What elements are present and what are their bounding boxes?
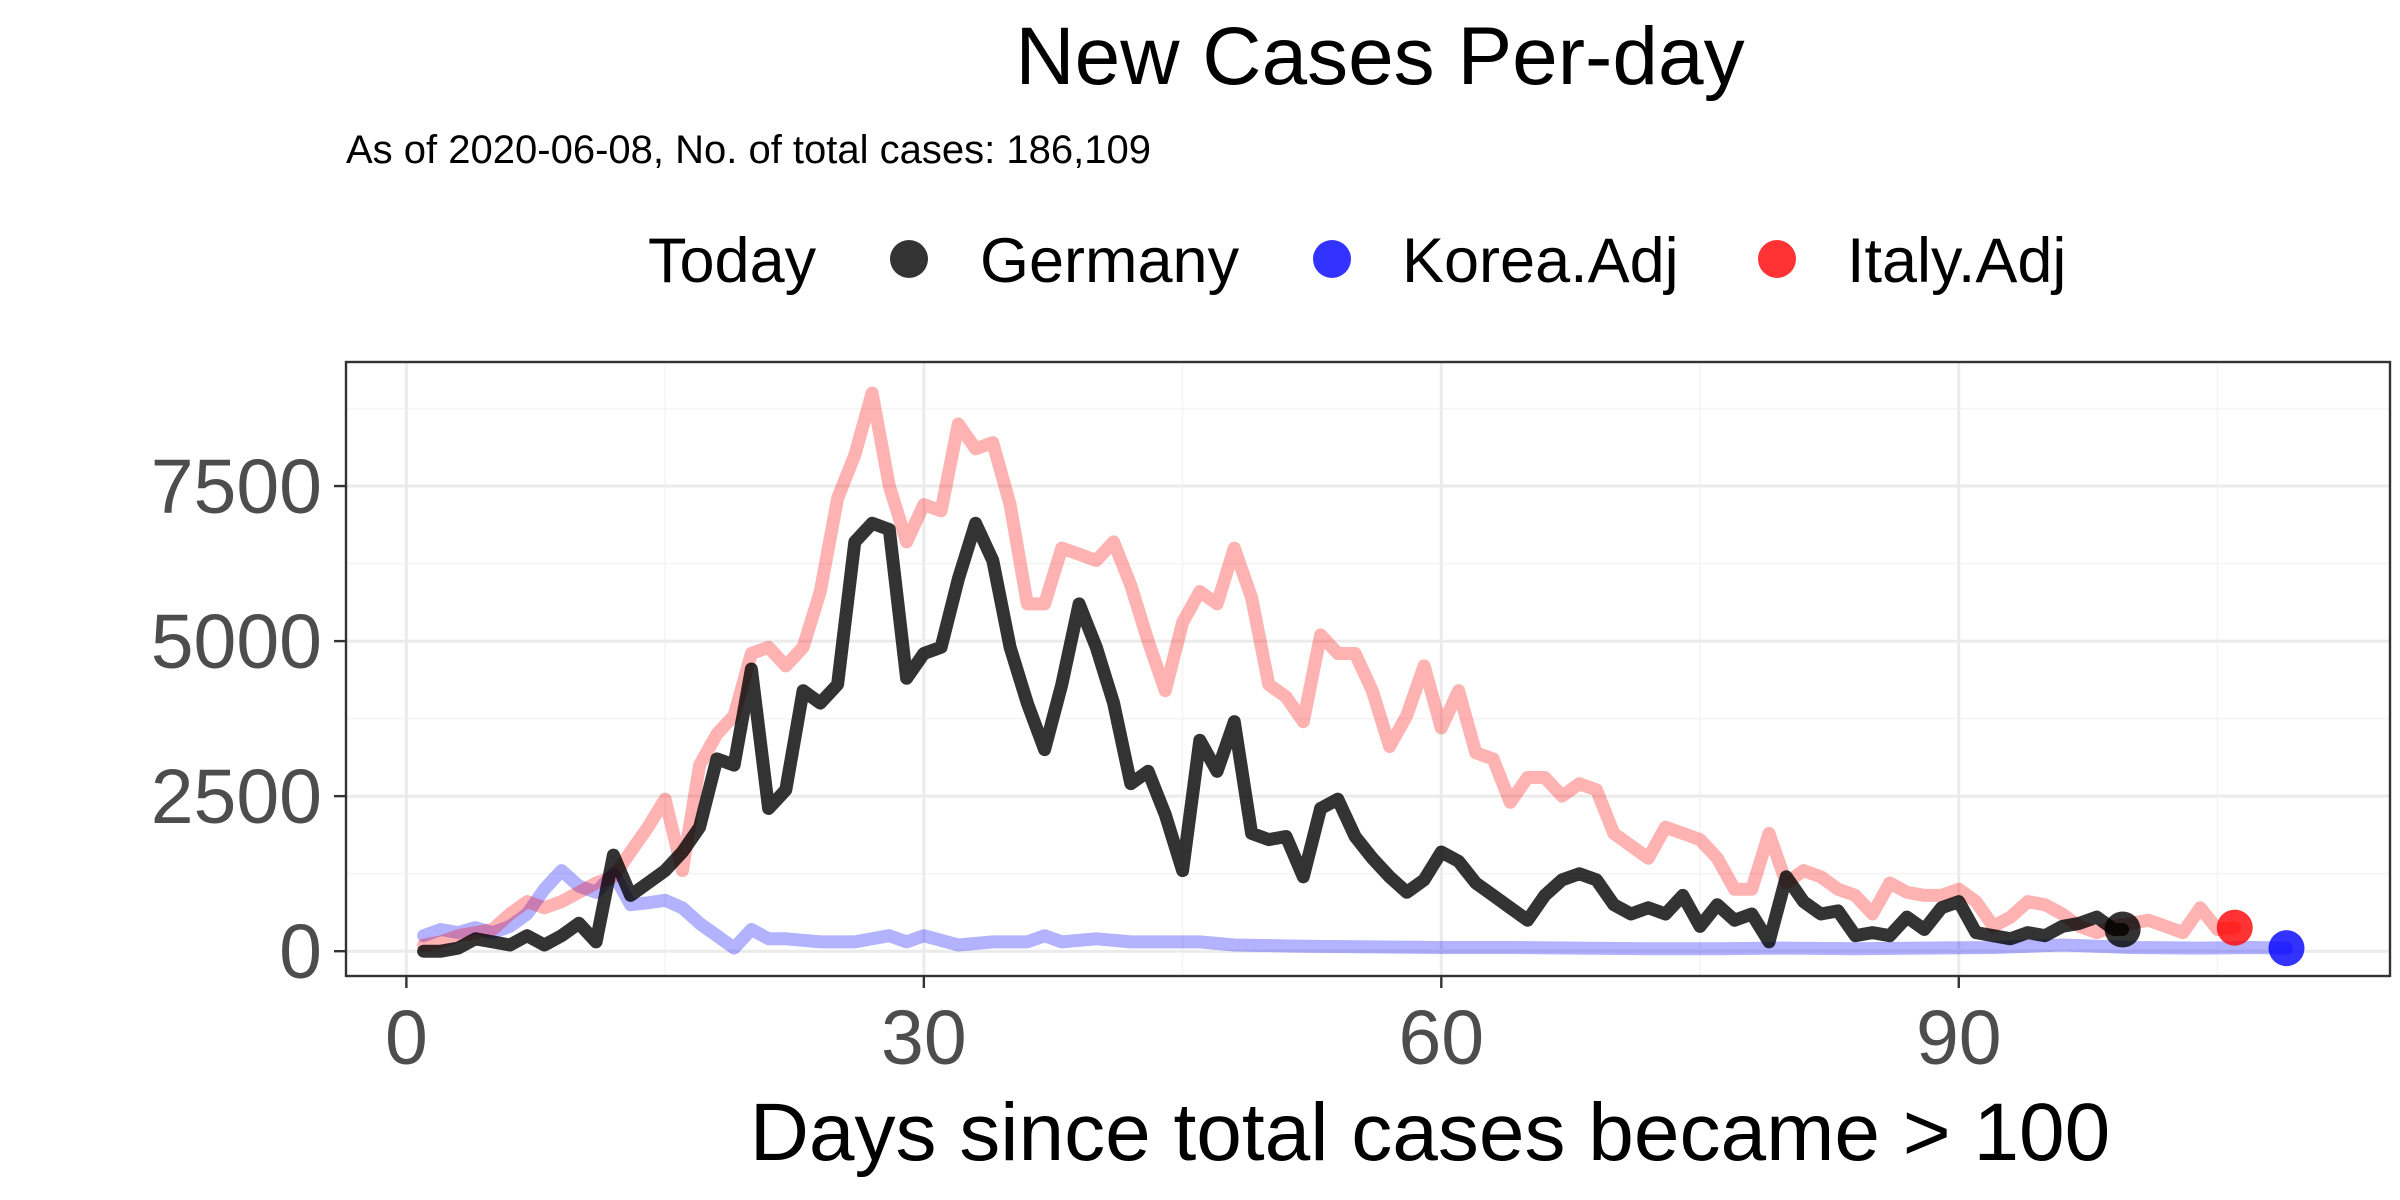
- today-point-germany: [2104, 911, 2141, 948]
- legend-key-italy: [1758, 240, 1796, 278]
- series-line-germany: [417, 516, 2130, 958]
- legend-label-korea: Korea.Adj: [1402, 226, 1679, 296]
- chart-subtitle: As of 2020-06-08, No. of total cases: 18…: [346, 128, 1151, 172]
- legend-label-germany: Germany: [980, 226, 1240, 296]
- plot-panel-border: [344, 360, 2392, 978]
- legend-key-germany: [890, 240, 928, 278]
- y-tick-label: 0: [279, 909, 322, 995]
- legend-title: Today: [648, 226, 817, 296]
- legend-key-korea: [1313, 240, 1351, 278]
- x-axis-title: Days since total cases became > 100: [750, 1087, 2111, 1178]
- grid: [346, 362, 2390, 976]
- axes: 0 30 60 90 0 2500 5000 7500: [151, 444, 2002, 1081]
- y-tick-label: 7500: [151, 444, 322, 530]
- legend: Today Germany Korea.Adj Italy.Adj: [648, 226, 2066, 296]
- y-tick-label: 5000: [151, 599, 322, 685]
- legend-label-italy: Italy.Adj: [1847, 226, 2066, 296]
- x-tick-label: 0: [385, 995, 428, 1081]
- today-markers: [2104, 909, 2305, 967]
- plot-series: [417, 386, 2293, 958]
- x-tick-label: 90: [1916, 995, 2002, 1081]
- chart-title: New Cases Per-day: [1015, 11, 1744, 102]
- y-tick-label: 2500: [151, 754, 322, 840]
- today-point-korea-adj: [2268, 930, 2305, 967]
- series-line-korea-adj: [417, 864, 2293, 956]
- series-line-italy-adj: [417, 386, 2242, 952]
- today-point-italy-adj: [2216, 909, 2253, 946]
- x-tick-label: 60: [1398, 995, 1484, 1081]
- x-tick-label: 30: [881, 995, 967, 1081]
